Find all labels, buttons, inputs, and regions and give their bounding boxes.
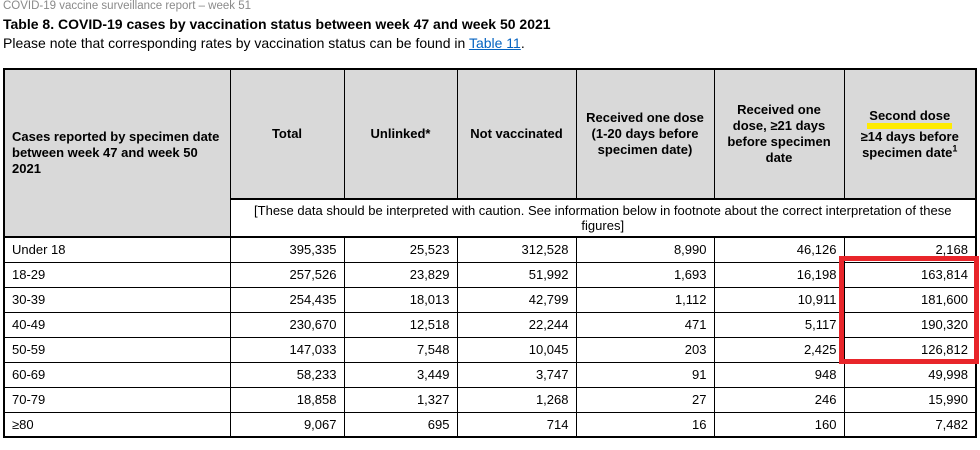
cell-age-group: 70-79	[3, 386, 231, 413]
cell-second-dose: 126,812	[843, 336, 977, 363]
cell-second-dose: 49,998	[843, 361, 977, 388]
table-row: Under 18 395,335 25,523 312,528 8,990 46…	[3, 236, 977, 263]
cell-total: 9,067	[229, 411, 345, 438]
cell-second-dose: 163,814	[843, 261, 977, 288]
table-row: 60-69 58,233 3,449 3,747 91 948 49,998	[3, 361, 977, 388]
cell-unlinked: 18,013	[343, 286, 458, 313]
cell-one-dose-1-20: 91	[575, 361, 715, 388]
cell-total: 395,335	[229, 236, 345, 263]
cell-unlinked: 7,548	[343, 336, 458, 363]
cell-total: 254,435	[229, 286, 345, 313]
cell-second-dose: 181,600	[843, 286, 977, 313]
cell-one-dose-1-20: 1,693	[575, 261, 715, 288]
cell-unlinked: 1,327	[343, 386, 458, 413]
cell-one-dose-1-20: 16	[575, 411, 715, 438]
cell-unlinked: 23,829	[343, 261, 458, 288]
cell-not-vaccinated: 51,992	[456, 261, 577, 288]
cell-one-dose-21plus: 5,117	[713, 311, 845, 338]
cell-age-group: 60-69	[3, 361, 231, 388]
cell-age-group: ≥80	[3, 411, 231, 438]
cell-not-vaccinated: 10,045	[456, 336, 577, 363]
cell-one-dose-21plus: 16,198	[713, 261, 845, 288]
table-title: Table 8. COVID-19 cases by vaccination s…	[3, 16, 551, 32]
cell-one-dose-1-20: 203	[575, 336, 715, 363]
table-row: 70-79 18,858 1,327 1,268 27 246 15,990	[3, 386, 977, 413]
table-row: ≥80 9,067 695 714 16 160 7,482	[3, 411, 977, 438]
cell-not-vaccinated: 714	[456, 411, 577, 438]
col-header-one-dose-21plus: Received one dose, ≥21 days before speci…	[713, 68, 845, 200]
cell-unlinked: 25,523	[343, 236, 458, 263]
cell-one-dose-21plus: 948	[713, 361, 845, 388]
cell-one-dose-1-20: 27	[575, 386, 715, 413]
cell-unlinked: 695	[343, 411, 458, 438]
table-row: 50-59 147,033 7,548 10,045 203 2,425 126…	[3, 336, 977, 363]
table-11-link[interactable]: Table 11	[468, 35, 521, 51]
col-header-second-dose: Second dose ≥14 days before specimen date1	[843, 68, 977, 200]
cell-unlinked: 3,449	[343, 361, 458, 388]
cell-one-dose-1-20: 1,112	[575, 286, 715, 313]
report-breadcrumb: COVID-19 vaccine surveillance report – w…	[3, 0, 252, 12]
col-header-total: Total	[229, 68, 345, 200]
second-dose-line2: ≥14 days before	[860, 128, 959, 144]
cell-one-dose-21plus: 160	[713, 411, 845, 438]
col-header-one-dose-1-20: Received one dose (1-20 days before spec…	[575, 68, 715, 200]
cell-age-group: 50-59	[3, 336, 231, 363]
col-header-age-group: Cases reported by specimen date between …	[3, 68, 231, 238]
cell-unlinked: 12,518	[343, 311, 458, 338]
table-row: 40-49 230,670 12,518 22,244 471 5,117 19…	[3, 311, 977, 338]
table-header-row: Cases reported by specimen date between …	[3, 68, 977, 238]
document-header: COVID-19 vaccine surveillance report – w…	[3, 0, 551, 52]
cell-not-vaccinated: 312,528	[456, 236, 577, 263]
footnote-marker: 1	[952, 143, 958, 154]
second-dose-line3: specimen date	[862, 144, 953, 160]
cell-age-group: 18-29	[3, 261, 231, 288]
cell-second-dose: 15,990	[843, 386, 977, 413]
cell-one-dose-1-20: 8,990	[575, 236, 715, 263]
cell-total: 257,526	[229, 261, 345, 288]
caution-note: [These data should be interpreted with c…	[229, 198, 977, 238]
cell-not-vaccinated: 22,244	[456, 311, 577, 338]
col-header-not-vaccinated: Not vaccinated	[456, 68, 577, 200]
cell-not-vaccinated: 42,799	[456, 286, 577, 313]
cell-second-dose: 2,168	[843, 236, 977, 263]
cell-total: 230,670	[229, 311, 345, 338]
cell-one-dose-1-20: 471	[575, 311, 715, 338]
cases-table: Cases reported by specimen date between …	[3, 68, 977, 438]
cell-one-dose-21plus: 246	[713, 386, 845, 413]
col-header-unlinked: Unlinked*	[343, 68, 458, 200]
cell-total: 58,233	[229, 361, 345, 388]
cell-one-dose-21plus: 2,425	[713, 336, 845, 363]
cell-age-group: 30-39	[3, 286, 231, 313]
cell-one-dose-21plus: 46,126	[713, 236, 845, 263]
caution-note-row: [These data should be interpreted with c…	[4, 198, 977, 238]
subtitle-note: Please note that corresponding rates by …	[3, 35, 551, 52]
cell-one-dose-21plus: 10,911	[713, 286, 845, 313]
subtitle-period: .	[520, 35, 525, 51]
cell-total: 147,033	[229, 336, 345, 363]
subtitle-text: Please note that corresponding rates by …	[3, 35, 469, 51]
cell-age-group: 40-49	[3, 311, 231, 338]
table-row: 18-29 257,526 23,829 51,992 1,693 16,198…	[3, 261, 977, 288]
cell-not-vaccinated: 1,268	[456, 386, 577, 413]
cell-total: 18,858	[229, 386, 345, 413]
cell-not-vaccinated: 3,747	[456, 361, 577, 388]
cell-second-dose: 190,320	[843, 311, 977, 338]
cell-age-group: Under 18	[3, 236, 231, 263]
table-row: 30-39 254,435 18,013 42,799 1,112 10,911…	[3, 286, 977, 313]
cell-second-dose: 7,482	[843, 411, 977, 438]
yellow-highlight: Second dose	[867, 108, 953, 129]
